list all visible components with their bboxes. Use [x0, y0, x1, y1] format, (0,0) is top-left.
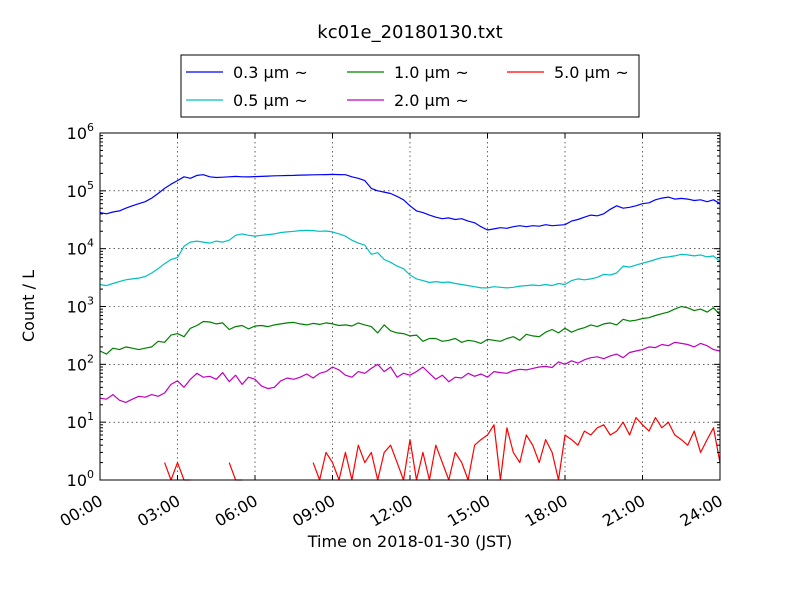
- y-tick-exponent: 5: [87, 179, 94, 192]
- legend-label-0: 0.3 μm ~: [233, 63, 308, 82]
- y-tick-exponent: 6: [87, 121, 94, 134]
- x-tick-label: 00:00: [57, 491, 106, 531]
- series-line-2: [99, 305, 721, 355]
- series-line-4: [164, 417, 721, 481]
- x-axis-label: Time on 2018-01-30 (JST): [307, 532, 512, 551]
- y-tick-base: 10: [67, 124, 87, 143]
- y-tick-label: 105: [67, 179, 94, 201]
- x-tick-label: 09:00: [289, 491, 338, 531]
- y-tick-exponent: 4: [87, 237, 94, 250]
- y-tick-label: 101: [67, 410, 94, 432]
- y-tick-base: 10: [67, 298, 87, 317]
- y-tick-exponent: 0: [87, 468, 94, 481]
- axis-ticks: 00:00 03:00 06:00 09:00 12:00 15:00 18:00 21:00…: [57, 121, 726, 531]
- series-line-0: [99, 173, 721, 231]
- y-tick-exponent: 1: [87, 410, 94, 423]
- y-tick-exponent: 2: [87, 352, 94, 365]
- y-tick-label: 106: [67, 121, 94, 143]
- y-tick-exponent: 3: [87, 295, 94, 308]
- y-tick-label: 104: [67, 237, 94, 259]
- y-axis-label: Count / L: [19, 270, 38, 342]
- x-tick-label: 06:00: [212, 491, 261, 531]
- legend-label-4: 5.0 μm ~: [554, 63, 629, 82]
- legend: 0.3 μm ~ 0.5 μm ~ 1.0 μm ~ 2.0 μm ~ 5.0 μm ~: [180, 54, 640, 118]
- legend-label-1: 0.5 μm ~: [233, 91, 308, 110]
- y-tick-base: 10: [67, 471, 87, 490]
- series-line-3: [99, 341, 721, 403]
- y-tick-base: 10: [67, 182, 87, 201]
- y-tick-label: 100: [67, 468, 94, 490]
- x-tick-label: 03:00: [134, 491, 183, 531]
- y-tick-label: 102: [67, 352, 94, 374]
- x-tick-label: 15:00: [444, 491, 493, 531]
- y-tick-label: 103: [67, 295, 94, 317]
- legend-label-2: 1.0 μm ~: [394, 63, 469, 82]
- series-line-1: [99, 229, 721, 289]
- series-layer: [99, 173, 721, 481]
- y-tick-base: 10: [67, 355, 87, 374]
- y-tick-base: 10: [67, 240, 87, 259]
- grid: [100, 133, 720, 480]
- legend-box: [180, 54, 640, 118]
- legend-label-3: 2.0 μm ~: [394, 91, 469, 110]
- x-tick-label: 12:00: [367, 491, 416, 531]
- x-tick-label: 21:00: [599, 491, 648, 531]
- y-tick-base: 10: [67, 413, 87, 432]
- x-tick-label: 18:00: [522, 491, 571, 531]
- chart-title: kc01e_20180130.txt: [317, 22, 502, 43]
- x-tick-label: 24:00: [677, 491, 726, 531]
